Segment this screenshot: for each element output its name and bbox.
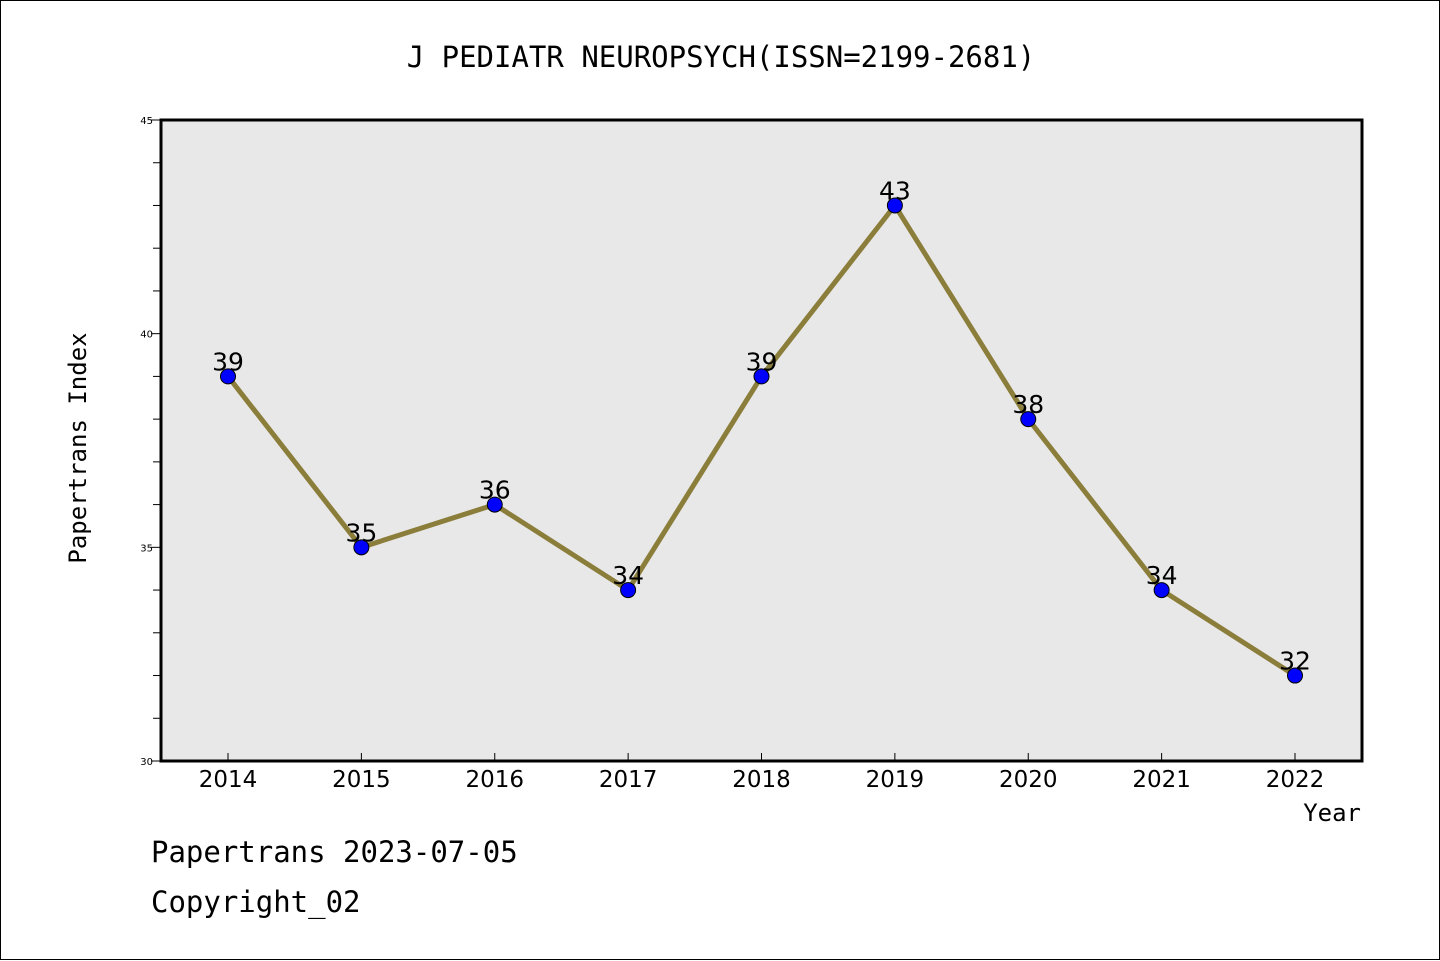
data-point xyxy=(220,368,236,385)
data-label: 36 xyxy=(479,476,511,505)
data-point xyxy=(1287,667,1303,684)
y-axis-ticks: 30 35 40 45 xyxy=(140,116,161,768)
data-label: 39 xyxy=(746,347,778,376)
x-tick-label: 2022 xyxy=(1266,767,1325,793)
x-axis-ticks: 2014 2015 2016 2017 2018 2019 2020 2021 2022 xyxy=(199,753,1325,793)
data-point xyxy=(620,582,637,599)
data-point xyxy=(1153,582,1170,599)
y-tick-label: 45 xyxy=(140,116,153,127)
y-tick-label: 35 xyxy=(140,543,153,554)
plot-area xyxy=(159,118,1364,763)
x-tick-label: 2016 xyxy=(465,767,524,793)
data-label: 43 xyxy=(879,176,911,205)
data-point xyxy=(1020,411,1037,428)
chart-title: J PEDIATR NEUROPSYCH(ISSN=2199-2681) xyxy=(407,40,1036,74)
y-tick-label: 40 xyxy=(140,330,153,341)
x-tick-label: 2015 xyxy=(332,767,391,793)
x-axis-label: Year xyxy=(1303,799,1361,827)
data-point xyxy=(486,496,503,513)
x-tick-label: 2017 xyxy=(599,767,658,793)
x-tick-label: 2019 xyxy=(866,767,925,793)
data-label: 38 xyxy=(1012,390,1044,419)
x-tick-label: 2018 xyxy=(732,767,791,793)
y-axis-label: Papertrans Index xyxy=(64,332,92,563)
y-tick-label: 30 xyxy=(140,757,153,768)
data-label: 34 xyxy=(612,561,644,590)
x-tick-label: 2021 xyxy=(1132,767,1191,793)
data-labels: 39 35 36 34 39 43 38 34 32 xyxy=(212,176,1311,675)
data-point xyxy=(886,197,903,214)
data-point xyxy=(353,539,370,556)
data-point xyxy=(753,368,770,385)
data-label: 32 xyxy=(1279,647,1311,676)
footer-date-text: Papertrans 2023-07-05 xyxy=(151,835,518,869)
series-markers xyxy=(220,197,1303,684)
footer-copyright-text: Copyright_02 xyxy=(151,885,361,919)
data-label: 39 xyxy=(212,347,244,376)
x-tick-label: 2014 xyxy=(199,767,258,793)
x-tick-label: 2020 xyxy=(999,767,1058,793)
data-label: 34 xyxy=(1146,561,1178,590)
data-label: 35 xyxy=(345,518,377,547)
